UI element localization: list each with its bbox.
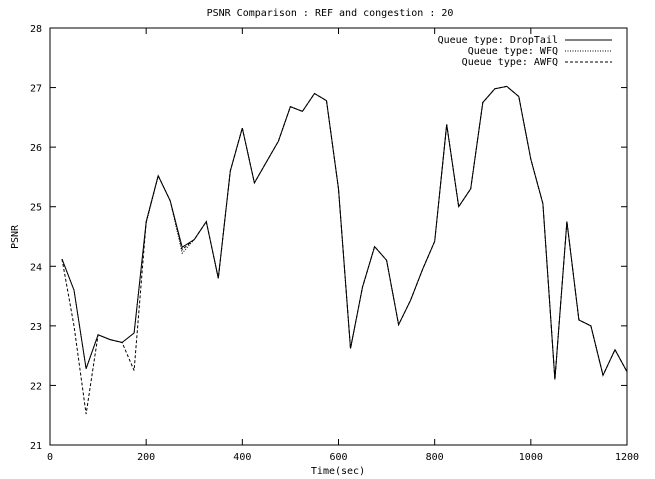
x-tick-label: 1000 xyxy=(519,452,543,463)
x-tick-label: 0 xyxy=(47,452,53,463)
legend-label: Queue type: AWFQ xyxy=(462,57,558,68)
x-tick-label: 600 xyxy=(329,452,347,463)
y-tick-label: 26 xyxy=(30,143,42,154)
plot-area-frame xyxy=(49,27,628,446)
x-tick-label: 800 xyxy=(426,452,444,463)
x-axis-label: Time(sec) xyxy=(311,466,365,477)
chart-title: PSNR Comparison : REF and congestion : 2… xyxy=(207,8,454,19)
series-line-solid xyxy=(61,85,628,380)
y-tick-label: 22 xyxy=(30,381,42,392)
y-tick-label: 25 xyxy=(30,203,42,214)
legend-label: Queue type: DropTail xyxy=(438,35,558,46)
x-tick-label: 400 xyxy=(233,452,251,463)
series-line-dashed xyxy=(61,85,628,415)
y-tick-label: 23 xyxy=(30,322,42,333)
x-tick-label: 200 xyxy=(137,452,155,463)
axis-ticks: 0 200 400 600 800 1000 1200 21 22 23 24 25 26 27 28 xyxy=(30,24,639,463)
series-line-dotted xyxy=(61,85,628,380)
y-tick-label: 21 xyxy=(30,441,42,452)
y-axis-label: PSNR xyxy=(10,224,21,249)
y-tick-label: 24 xyxy=(30,262,42,273)
series-lines xyxy=(61,85,628,415)
y-tick-label: 28 xyxy=(30,24,42,35)
legend-label: Queue type: WFQ xyxy=(468,46,558,57)
x-tick-label: 1200 xyxy=(615,452,639,463)
y-tick-label: 27 xyxy=(30,84,42,95)
